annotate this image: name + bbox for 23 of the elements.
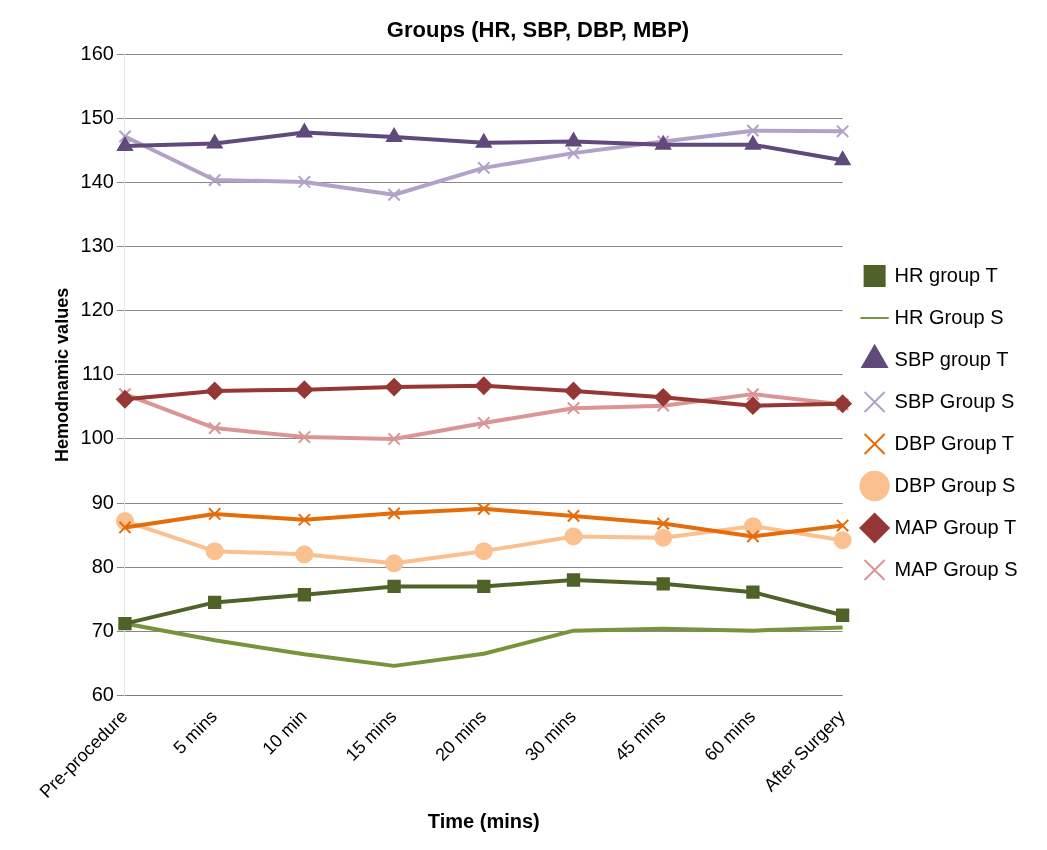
- legend-label: DBP Group T: [894, 431, 1014, 454]
- legend-label: HR group T: [894, 263, 998, 286]
- y-tick-label: 120: [80, 298, 114, 321]
- legend-label: SBP group T: [894, 347, 1009, 370]
- y-tick-label: 110: [82, 362, 114, 385]
- y-tick-label: 160: [80, 41, 114, 64]
- y-tick-label: 70: [91, 618, 114, 641]
- x-tick-label: 10 min: [258, 706, 311, 759]
- y-axis-title: Hemodnamic values: [51, 287, 72, 462]
- chart-title: Groups (HR, SBP, DBP, MBP): [386, 17, 690, 43]
- y-tick-label: 150: [80, 106, 114, 129]
- y-tick-label: 60: [91, 682, 114, 705]
- legend-label: SBP Group S: [894, 389, 1015, 412]
- y-tick-label: 140: [80, 170, 114, 193]
- legend-label: MAP Group S: [894, 557, 1018, 580]
- x-axis-title: Time (mins): [427, 809, 540, 832]
- legend-label: HR Group S: [894, 305, 1004, 328]
- y-tick-label: 100: [80, 426, 114, 449]
- legend-label: MAP Group T: [894, 515, 1017, 538]
- y-tick-label: 90: [91, 490, 114, 513]
- y-tick-label: 130: [80, 234, 114, 257]
- legend-label: DBP Group S: [894, 473, 1016, 496]
- y-tick-label: 80: [91, 554, 114, 577]
